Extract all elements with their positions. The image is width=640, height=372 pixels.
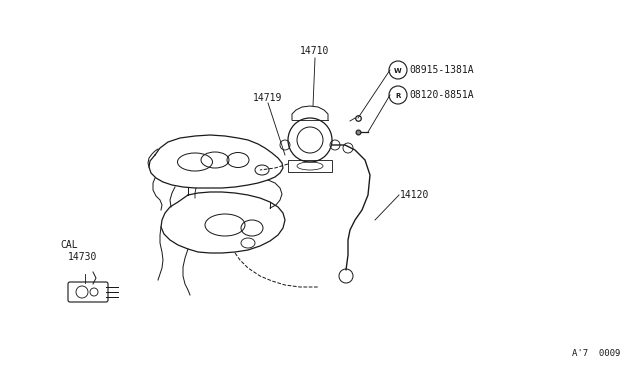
Text: 14120: 14120	[400, 190, 429, 200]
Text: CAL: CAL	[60, 240, 77, 250]
Text: 14730: 14730	[68, 252, 97, 262]
Text: 08120-8851A: 08120-8851A	[409, 90, 474, 100]
Text: R: R	[396, 93, 401, 99]
Text: 08915-1381A: 08915-1381A	[409, 65, 474, 75]
Text: 14710: 14710	[300, 46, 330, 56]
Text: 14719: 14719	[253, 93, 282, 103]
Text: W: W	[394, 67, 402, 74]
Text: A'7  0009: A'7 0009	[572, 349, 620, 358]
